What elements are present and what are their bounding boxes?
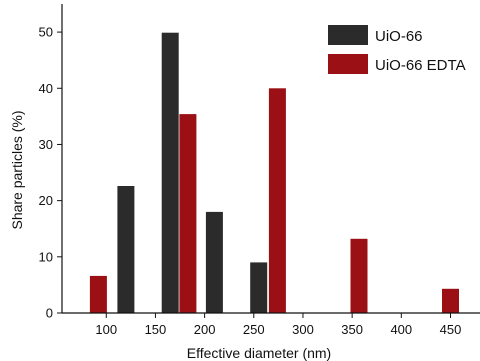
y-tick-label: 40: [39, 81, 53, 96]
bar-series2-2: [179, 114, 197, 313]
legend: UiO-66 UiO-66 EDTA: [328, 25, 466, 74]
bar-series2-3: [268, 88, 286, 313]
x-tick-label: 200: [194, 322, 216, 337]
x-tick-label: 150: [145, 322, 167, 337]
legend-swatch-series2: [328, 54, 368, 74]
x-tick-label: 100: [95, 322, 117, 337]
legend-label-series1: UiO-66: [375, 28, 423, 45]
bar-series1-4: [250, 262, 268, 313]
y-axis-label: Share particles (%): [9, 110, 25, 229]
bar-series2-1: [89, 275, 107, 313]
x-tick-label: 450: [440, 322, 462, 337]
ticks-group: 100 150 200 250 300 350 400 450 0 10 20 30 40 50: [39, 25, 462, 337]
axes-group: [61, 4, 480, 314]
bars-group: [89, 32, 459, 313]
x-tick-label: 300: [292, 322, 314, 337]
x-tick-label: 250: [243, 322, 265, 337]
bar-series1-2: [161, 32, 179, 313]
bar-series2-4: [350, 238, 368, 313]
y-tick-label: 0: [46, 306, 53, 321]
legend-label-series2: UiO-66 EDTA: [375, 57, 466, 74]
y-tick-label: 50: [39, 25, 53, 40]
bar-series2-5: [442, 288, 459, 313]
x-tick-label: 350: [341, 322, 363, 337]
y-tick-label: 20: [39, 193, 53, 208]
y-tick-label: 30: [39, 137, 53, 152]
bar-series1-1: [117, 186, 135, 313]
x-axis-label: Effective diameter (nm): [187, 345, 331, 361]
x-tick-label: 400: [390, 322, 412, 337]
legend-swatch-series1: [328, 25, 368, 45]
y-tick-label: 10: [39, 249, 53, 264]
bar-series1-3: [205, 211, 223, 313]
